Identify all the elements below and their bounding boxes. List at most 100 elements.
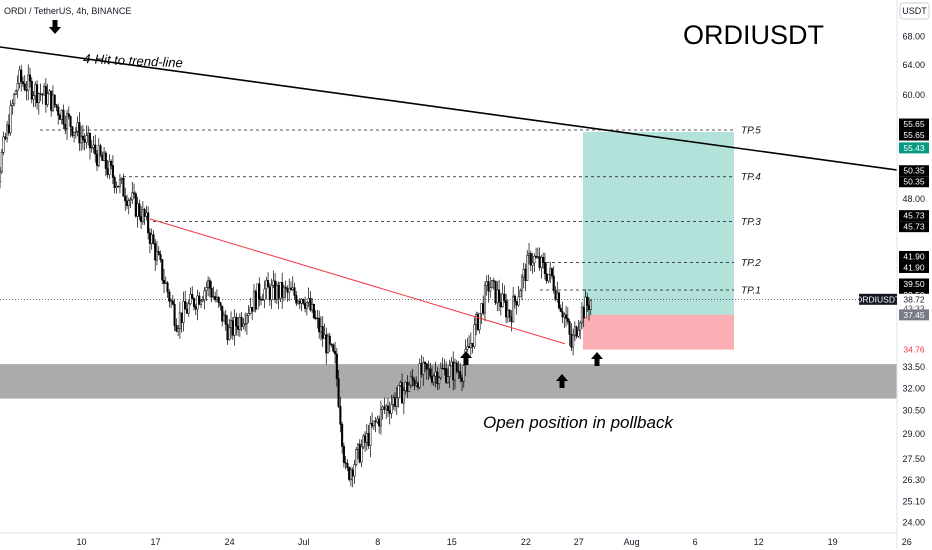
price-tag [899,176,929,188]
candle-body [501,293,504,308]
candle-body [378,418,381,427]
time-axis[interactable]: 10 17 24 Jul 8 15 22 27 Aug 6 12 19 26 [76,537,911,547]
candle-body [136,203,139,217]
candle-body [279,282,282,299]
candle-body [261,299,264,301]
candle-body [16,83,19,92]
tp-label: TP.3 [741,217,761,228]
candle-body [192,298,196,307]
candle-body [512,295,515,323]
candle-body [492,280,495,282]
candle-body [367,433,370,446]
candle-body [328,335,331,345]
arrow-markers [49,20,603,388]
candle-body [198,295,201,305]
candle-body [406,382,409,392]
candle-body [499,301,502,308]
candle-body [487,281,490,292]
candle-body [196,295,199,310]
candle-body [9,105,12,134]
candle-body [103,152,106,161]
time-tick-label: 12 [754,537,764,547]
candle-body [522,268,525,278]
candle-body [427,368,430,370]
candle-body [319,326,323,333]
candle-body [99,145,102,156]
candle-body [231,320,234,336]
candle-body [171,300,174,305]
candle-body [0,171,2,183]
take-profit-lines: TP.1 TP.2 TP.3 TP.4 TP.5 [40,126,761,296]
candle-body [524,268,527,281]
candle-body [446,376,449,383]
candle-body [217,297,220,303]
candle-body [229,320,233,329]
candle-body [115,185,118,188]
candle-body [441,367,444,370]
candle-body [43,85,46,96]
candle-body [210,287,213,298]
candle-body [438,377,441,385]
candle-body [85,135,88,143]
candle-body [496,289,499,304]
candle-body [277,285,280,299]
price-tag [899,210,929,222]
time-tick-label: 27 [574,537,584,547]
candle-body [549,268,552,275]
candle-body [97,145,100,166]
price-tag [899,309,929,321]
candle-body [7,124,10,134]
candle-body [240,316,243,327]
candle-body [483,285,487,314]
candle-body [270,285,273,301]
candle-body [34,84,37,96]
candle-body [140,216,143,222]
candle-body [65,113,69,130]
candle-body [88,132,92,149]
candle-body [371,422,374,427]
price-axis[interactable]: 24.00 25.10 26.30 27.50 29.00 30.50 32.00 33.50… [902,32,925,528]
candle-body [383,406,386,410]
candle-body [296,300,300,304]
candle-body [129,199,132,201]
candle-body [341,424,344,447]
candle-body [314,317,317,319]
candle-body [13,94,16,105]
candle-body [323,334,326,339]
candle-body [272,280,275,286]
candle-body [154,243,157,261]
currency-button[interactable]: USDT [899,2,930,20]
candle-body [589,300,592,310]
candle-body [184,301,187,310]
candle-body [46,93,49,105]
candle-body [408,384,411,392]
candle-body [175,325,178,332]
price-tick-label: 29.00 [902,429,925,439]
candle-body [282,286,285,298]
price-tick-label: 32.00 [902,383,925,393]
candle-body [221,305,224,322]
candle-body [489,287,492,292]
candle-body [148,232,151,244]
candle-body [346,462,349,468]
candle-body [462,365,465,382]
black-resistance-trendline[interactable] [0,46,898,171]
candle-body [71,126,74,136]
candle-body [584,296,587,319]
candle-body [374,420,377,423]
candle-body [485,281,488,286]
candle-body [53,94,56,106]
candle-body [207,280,210,288]
candle-body [393,397,397,407]
price-tick-label: 33.50 [902,362,925,372]
candle-body [235,316,238,327]
candle-body [252,291,256,312]
candle-body [152,234,155,244]
candle-body [78,122,81,144]
price-tick-label: 24.00 [902,518,925,528]
candle-body [249,307,252,314]
candle-body [448,365,451,378]
candle-body [372,420,375,427]
